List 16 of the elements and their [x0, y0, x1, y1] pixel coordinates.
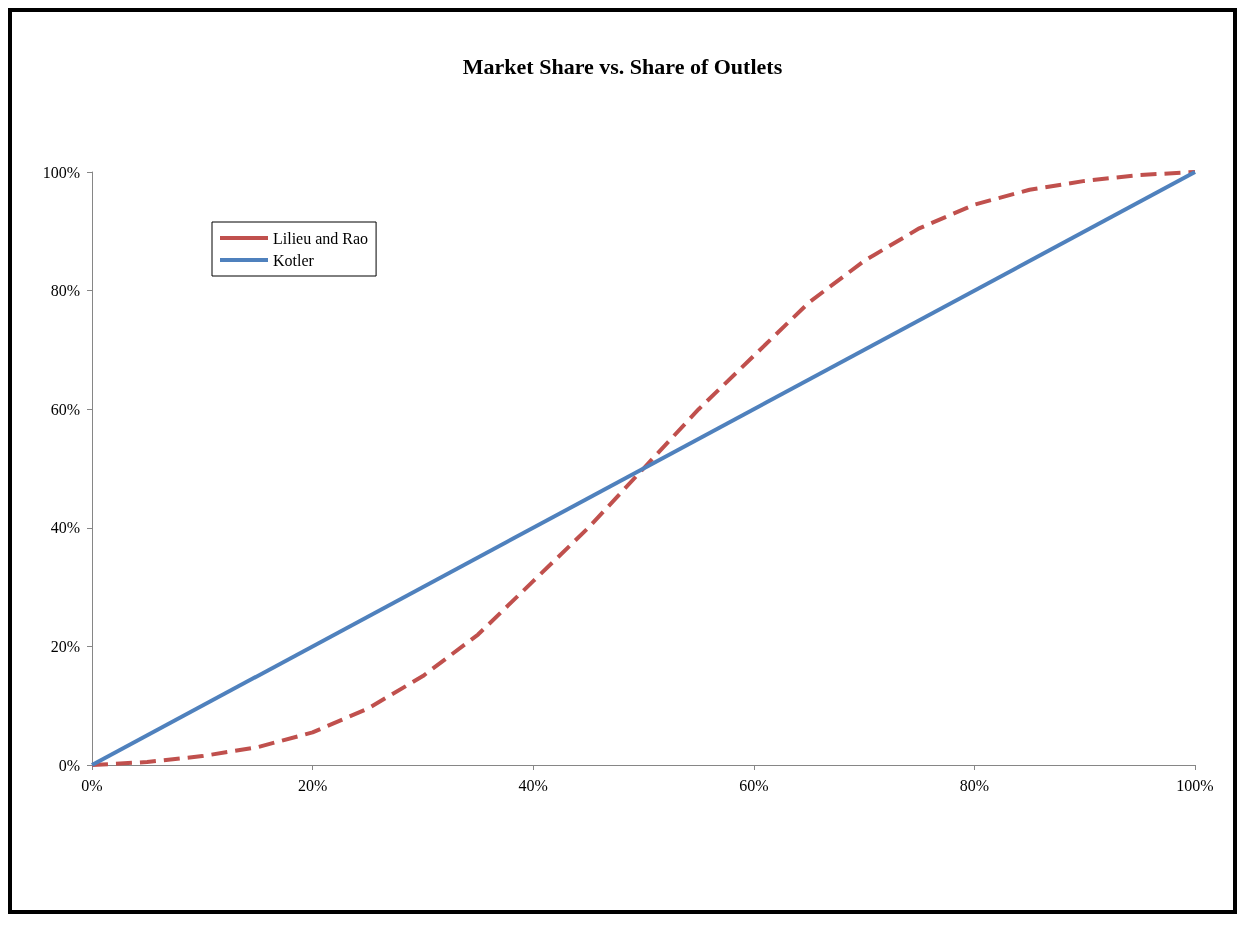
- y-tick-label: 100%: [42, 163, 80, 181]
- y-tick-label: 20%: [50, 637, 80, 655]
- x-tick-label: 100%: [1176, 776, 1214, 794]
- x-tick-label: 40%: [518, 776, 548, 794]
- y-tick-label: 80%: [50, 282, 80, 300]
- chart-title: Market Share vs. Share of Outlets: [462, 53, 783, 79]
- y-tick-label: 60%: [50, 400, 80, 418]
- x-tick-label: 0%: [81, 776, 103, 794]
- legend-label: Kotler: [273, 251, 315, 269]
- x-tick-label: 60%: [739, 776, 769, 794]
- legend-label: Lilieu and Rao: [273, 229, 369, 247]
- y-tick-label: 0%: [58, 756, 80, 774]
- y-tick-label: 40%: [50, 519, 80, 537]
- x-tick-label: 20%: [297, 776, 328, 794]
- line-series: [90, 170, 1197, 767]
- x-tick-label: 80%: [959, 776, 990, 794]
